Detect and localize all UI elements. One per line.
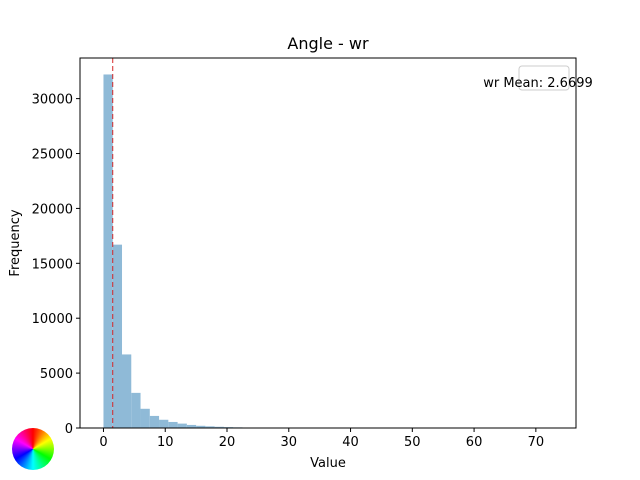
x-tick-label: 50 [404,435,421,450]
plot-area [80,58,576,428]
x-axis-ticks: 0 10 20 30 40 50 60 70 [99,428,544,450]
y-axis-ticks: 0 5000 10000 15000 20000 25000 30000 [32,93,80,437]
histogram-bar [214,426,224,428]
y-tick-label: 25000 [32,148,73,163]
y-tick-label: 30000 [32,93,73,108]
histogram-bar [112,244,123,428]
histogram-bar [122,354,132,428]
y-tick-label: 15000 [32,257,73,272]
histogram-bar [131,392,141,428]
histogram-bar [177,423,187,428]
x-tick-label: 30 [281,435,298,450]
x-tick-label: 10 [157,435,174,450]
histogram-bar [159,419,169,428]
chart-title: Angle - wr [287,34,369,53]
histogram-bar [186,424,197,428]
y-tick-label: 0 [65,422,73,437]
y-tick-label: 5000 [40,367,73,382]
plot-frame [79,57,577,429]
x-axis-label: Value [310,456,346,471]
histogram-bar [196,425,206,428]
histogram-bar [140,408,150,428]
x-tick-label: 60 [466,435,483,450]
x-tick-label: 20 [219,435,236,450]
x-tick-label: 0 [99,435,107,450]
color-wheel-icon [12,428,54,470]
histogram-bar [149,415,160,428]
legend-label: wr Mean: 2.6699 [483,76,593,91]
histogram-bar [103,74,113,428]
y-tick-label: 20000 [32,202,73,217]
y-axis-label: Frequency [8,209,23,276]
histogram-bar [205,426,215,428]
y-tick-label: 10000 [32,312,73,327]
histogram-bar [168,421,178,428]
x-tick-label: 70 [528,435,545,450]
legend-box [518,65,570,91]
legend: wr Mean: 2.6699 [483,65,593,91]
x-tick-label: 40 [342,435,359,450]
